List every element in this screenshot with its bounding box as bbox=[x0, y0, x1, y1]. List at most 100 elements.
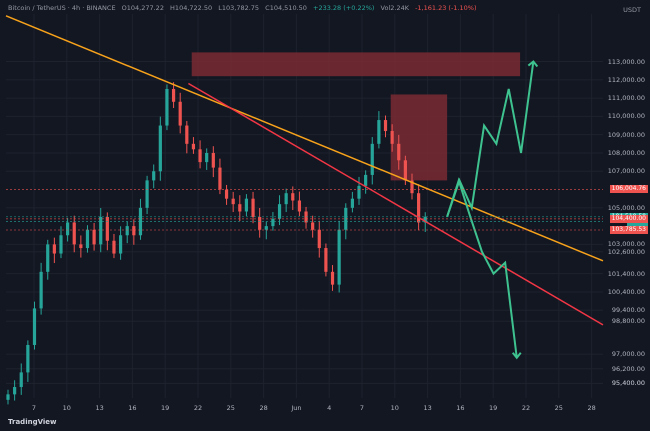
candle-body bbox=[317, 229, 321, 249]
candle-body bbox=[370, 143, 374, 175]
candle-body bbox=[264, 226, 268, 230]
y-tick-label: 110,000.00 bbox=[607, 112, 645, 121]
x-tick-label: 19 bbox=[489, 404, 498, 412]
candle-body bbox=[125, 226, 129, 236]
x-tick-label: 25 bbox=[226, 404, 235, 412]
x-tick-label: 10 bbox=[390, 404, 399, 412]
candle-body bbox=[13, 387, 17, 395]
projection-up bbox=[446, 61, 535, 218]
tradingview-logo[interactable]: TradingView bbox=[8, 418, 57, 426]
candle-body bbox=[211, 152, 215, 168]
candle-body bbox=[138, 207, 143, 236]
y-tick-label: 99,400.00 bbox=[611, 306, 645, 315]
candle-body bbox=[357, 185, 361, 199]
y-tick-label: 109,000.00 bbox=[607, 130, 645, 139]
ohlc-low: L103,782.75 bbox=[218, 4, 260, 12]
candle-body bbox=[324, 248, 328, 272]
candle-body bbox=[258, 216, 262, 230]
ohlc-change: +233.28 (+0.22%) bbox=[313, 4, 375, 12]
projection-down bbox=[446, 177, 518, 358]
candle-body bbox=[251, 198, 255, 217]
candle-body bbox=[178, 101, 182, 126]
candle-body bbox=[132, 226, 136, 236]
candle-body bbox=[191, 143, 196, 150]
x-tick-label: 22 bbox=[521, 404, 531, 412]
candle-body bbox=[165, 88, 169, 126]
candle-body bbox=[66, 222, 70, 236]
candle-body bbox=[390, 131, 394, 144]
y-tick-label: 113,000.00 bbox=[607, 57, 645, 66]
y-tick-label: 98,800.00 bbox=[611, 317, 645, 326]
y-tick-label: 101,400.00 bbox=[607, 269, 645, 278]
candle-body bbox=[297, 200, 302, 212]
candle-body bbox=[311, 222, 315, 230]
trendline-orange bbox=[5, 15, 604, 262]
candle-body bbox=[39, 271, 43, 309]
x-tick-label: 16 bbox=[128, 404, 137, 412]
x-tick-label: 4 bbox=[327, 404, 332, 412]
candle-body bbox=[79, 244, 83, 249]
y-tick-label: 100,400.00 bbox=[607, 287, 645, 296]
candle-body bbox=[423, 216, 427, 223]
candle-body bbox=[6, 394, 10, 400]
symbol-title[interactable]: Bitcoin / TetherUS · 4h · BINANCE bbox=[8, 4, 116, 12]
x-tick-label: 22 bbox=[193, 404, 203, 412]
candle-body bbox=[198, 149, 202, 163]
x-tick-label: 28 bbox=[259, 404, 268, 412]
price-badge: 104,400.00 bbox=[609, 214, 648, 223]
candle-body bbox=[383, 120, 388, 132]
candle-body bbox=[52, 244, 56, 254]
price-badge: 106,004.76 bbox=[609, 185, 648, 194]
candle-body bbox=[238, 204, 242, 212]
candle-body bbox=[99, 216, 103, 245]
ohlc-high: H104,722.50 bbox=[170, 4, 213, 12]
candle-body bbox=[59, 235, 63, 254]
x-tick-label: 19 bbox=[161, 404, 170, 412]
candle-body bbox=[19, 372, 23, 388]
projection-down-arrowhead bbox=[511, 352, 522, 360]
candle-body bbox=[291, 193, 295, 201]
y-tick-label: 95,400.00 bbox=[611, 379, 645, 388]
x-tick-label: 13 bbox=[423, 404, 432, 412]
candle-body bbox=[46, 244, 50, 272]
candle-body bbox=[271, 218, 275, 227]
x-tick-label: 28 bbox=[587, 404, 596, 412]
y-tick-label: 96,200.00 bbox=[611, 364, 645, 373]
candle-body bbox=[377, 120, 381, 144]
candle-body bbox=[284, 193, 288, 205]
candle-body bbox=[118, 235, 123, 254]
candle-body bbox=[32, 308, 37, 345]
volume-label: Vol2.24K bbox=[380, 4, 409, 12]
ohlc-close: C104,510.50 bbox=[265, 4, 307, 12]
y-tick-label: 102,600.00 bbox=[607, 247, 645, 256]
candle-body bbox=[224, 189, 229, 199]
y-tick-label: 97,000.00 bbox=[611, 350, 645, 359]
candle-body bbox=[85, 229, 90, 249]
candle-body bbox=[350, 198, 354, 208]
candle-body bbox=[403, 160, 407, 181]
trendline-red bbox=[188, 82, 604, 326]
x-tick-label: 25 bbox=[554, 404, 563, 412]
symbol-header: Bitcoin / TetherUS · 4h · BINANCE O104,2… bbox=[8, 4, 481, 12]
candle-body bbox=[145, 180, 149, 208]
price-badge: 103,785.53 bbox=[609, 226, 648, 235]
candle-body bbox=[330, 271, 335, 285]
candle-body bbox=[337, 229, 341, 285]
supply-zone bbox=[390, 94, 448, 181]
currency-label: USDT bbox=[623, 6, 641, 14]
y-tick-label: 103,000.00 bbox=[607, 240, 645, 249]
candle-body bbox=[171, 88, 176, 102]
candle-body bbox=[397, 143, 401, 161]
candle-body bbox=[417, 193, 421, 223]
candle-body bbox=[277, 204, 282, 219]
candle-body bbox=[410, 180, 414, 194]
candle-body bbox=[112, 240, 116, 254]
y-tick-label: 95,400.00 bbox=[611, 379, 645, 388]
y-tick-label: 112,000.00 bbox=[607, 75, 645, 84]
candle-body bbox=[231, 198, 235, 205]
y-tick-label: 107,000.00 bbox=[607, 167, 645, 176]
candle-body bbox=[158, 125, 162, 172]
candle-body bbox=[152, 171, 156, 181]
candle-body bbox=[185, 125, 189, 144]
